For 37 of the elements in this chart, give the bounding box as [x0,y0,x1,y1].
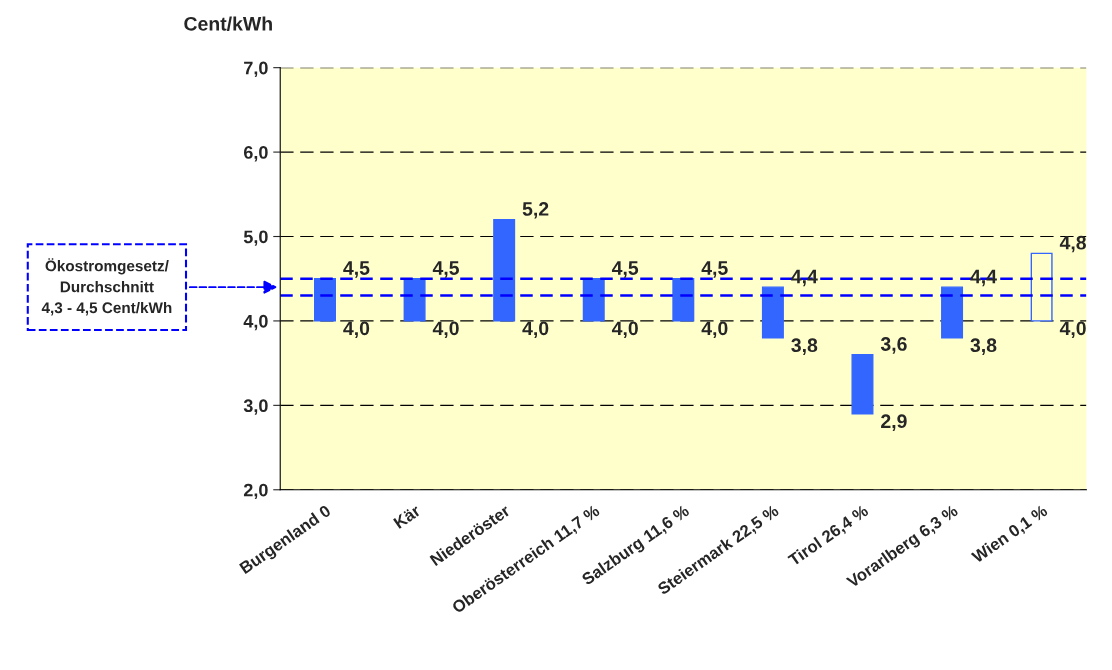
y-tick-label: 7,0 [244,61,268,78]
annotation: 4,0 [701,321,728,339]
text: Ökostromgesetz/ Durchschnitt 4,3 - 4,5 Cent/kWh [41,258,172,316]
annotation: 4,5 [611,261,639,278]
annotation: 4,0 [522,321,549,339]
x-tick-label: Wien 0,1 % [970,503,1050,566]
annotation: 4,0 [611,321,638,339]
annotation: 5,2 [522,202,549,219]
y-tick-label: 6,0 [243,146,268,162]
annotation: 3,6 [880,337,907,354]
bar [314,278,337,322]
y-tick-label: 4,0 [243,314,268,331]
bar [672,278,695,322]
annotation: 4,5 [343,261,370,278]
annotation: 3,8 [791,338,818,355]
annotation: 4,0 [1059,321,1086,339]
annotation: 4,0 [432,321,459,339]
annotation: 4,4 [970,269,997,287]
bar [761,286,784,339]
y-tick-label: 5,0 [243,230,268,246]
annotation: 4,0 [343,321,370,339]
bar [851,354,874,415]
bar [493,218,516,322]
x-tick-label: Kär [393,504,422,529]
annotation: 3,8 [970,338,997,355]
annotation: 4,5 [432,261,459,278]
bar [403,278,426,322]
bar [941,286,964,339]
annotation: 4,8 [1059,235,1086,253]
y-tick-label: 2,0 [243,483,268,500]
y-axis-title: Cent/kWh [184,16,272,31]
bar [582,278,605,322]
annotation: 2,9 [881,414,907,431]
y-tick-label: 3,0 [243,399,268,415]
bar [1030,252,1053,322]
annotation: 4,4 [791,269,818,287]
annotation: 4,5 [701,261,728,278]
